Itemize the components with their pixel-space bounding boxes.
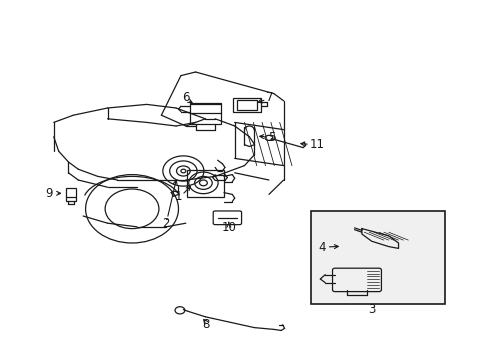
- Bar: [310, 211, 444, 304]
- Text: 6: 6: [182, 91, 189, 104]
- Bar: [186, 170, 224, 197]
- Text: 4: 4: [317, 241, 325, 254]
- Text: 11: 11: [309, 138, 324, 151]
- Text: 2: 2: [162, 217, 170, 230]
- Bar: [66, 188, 76, 201]
- Text: 1: 1: [174, 190, 182, 203]
- Text: 7: 7: [265, 91, 273, 104]
- Text: 10: 10: [221, 221, 236, 234]
- Bar: [189, 103, 221, 124]
- Text: 8: 8: [202, 318, 210, 331]
- Bar: [237, 100, 256, 110]
- Text: 9: 9: [45, 187, 53, 200]
- Text: 3: 3: [367, 303, 375, 316]
- Bar: [233, 98, 260, 112]
- Text: 5: 5: [267, 131, 275, 144]
